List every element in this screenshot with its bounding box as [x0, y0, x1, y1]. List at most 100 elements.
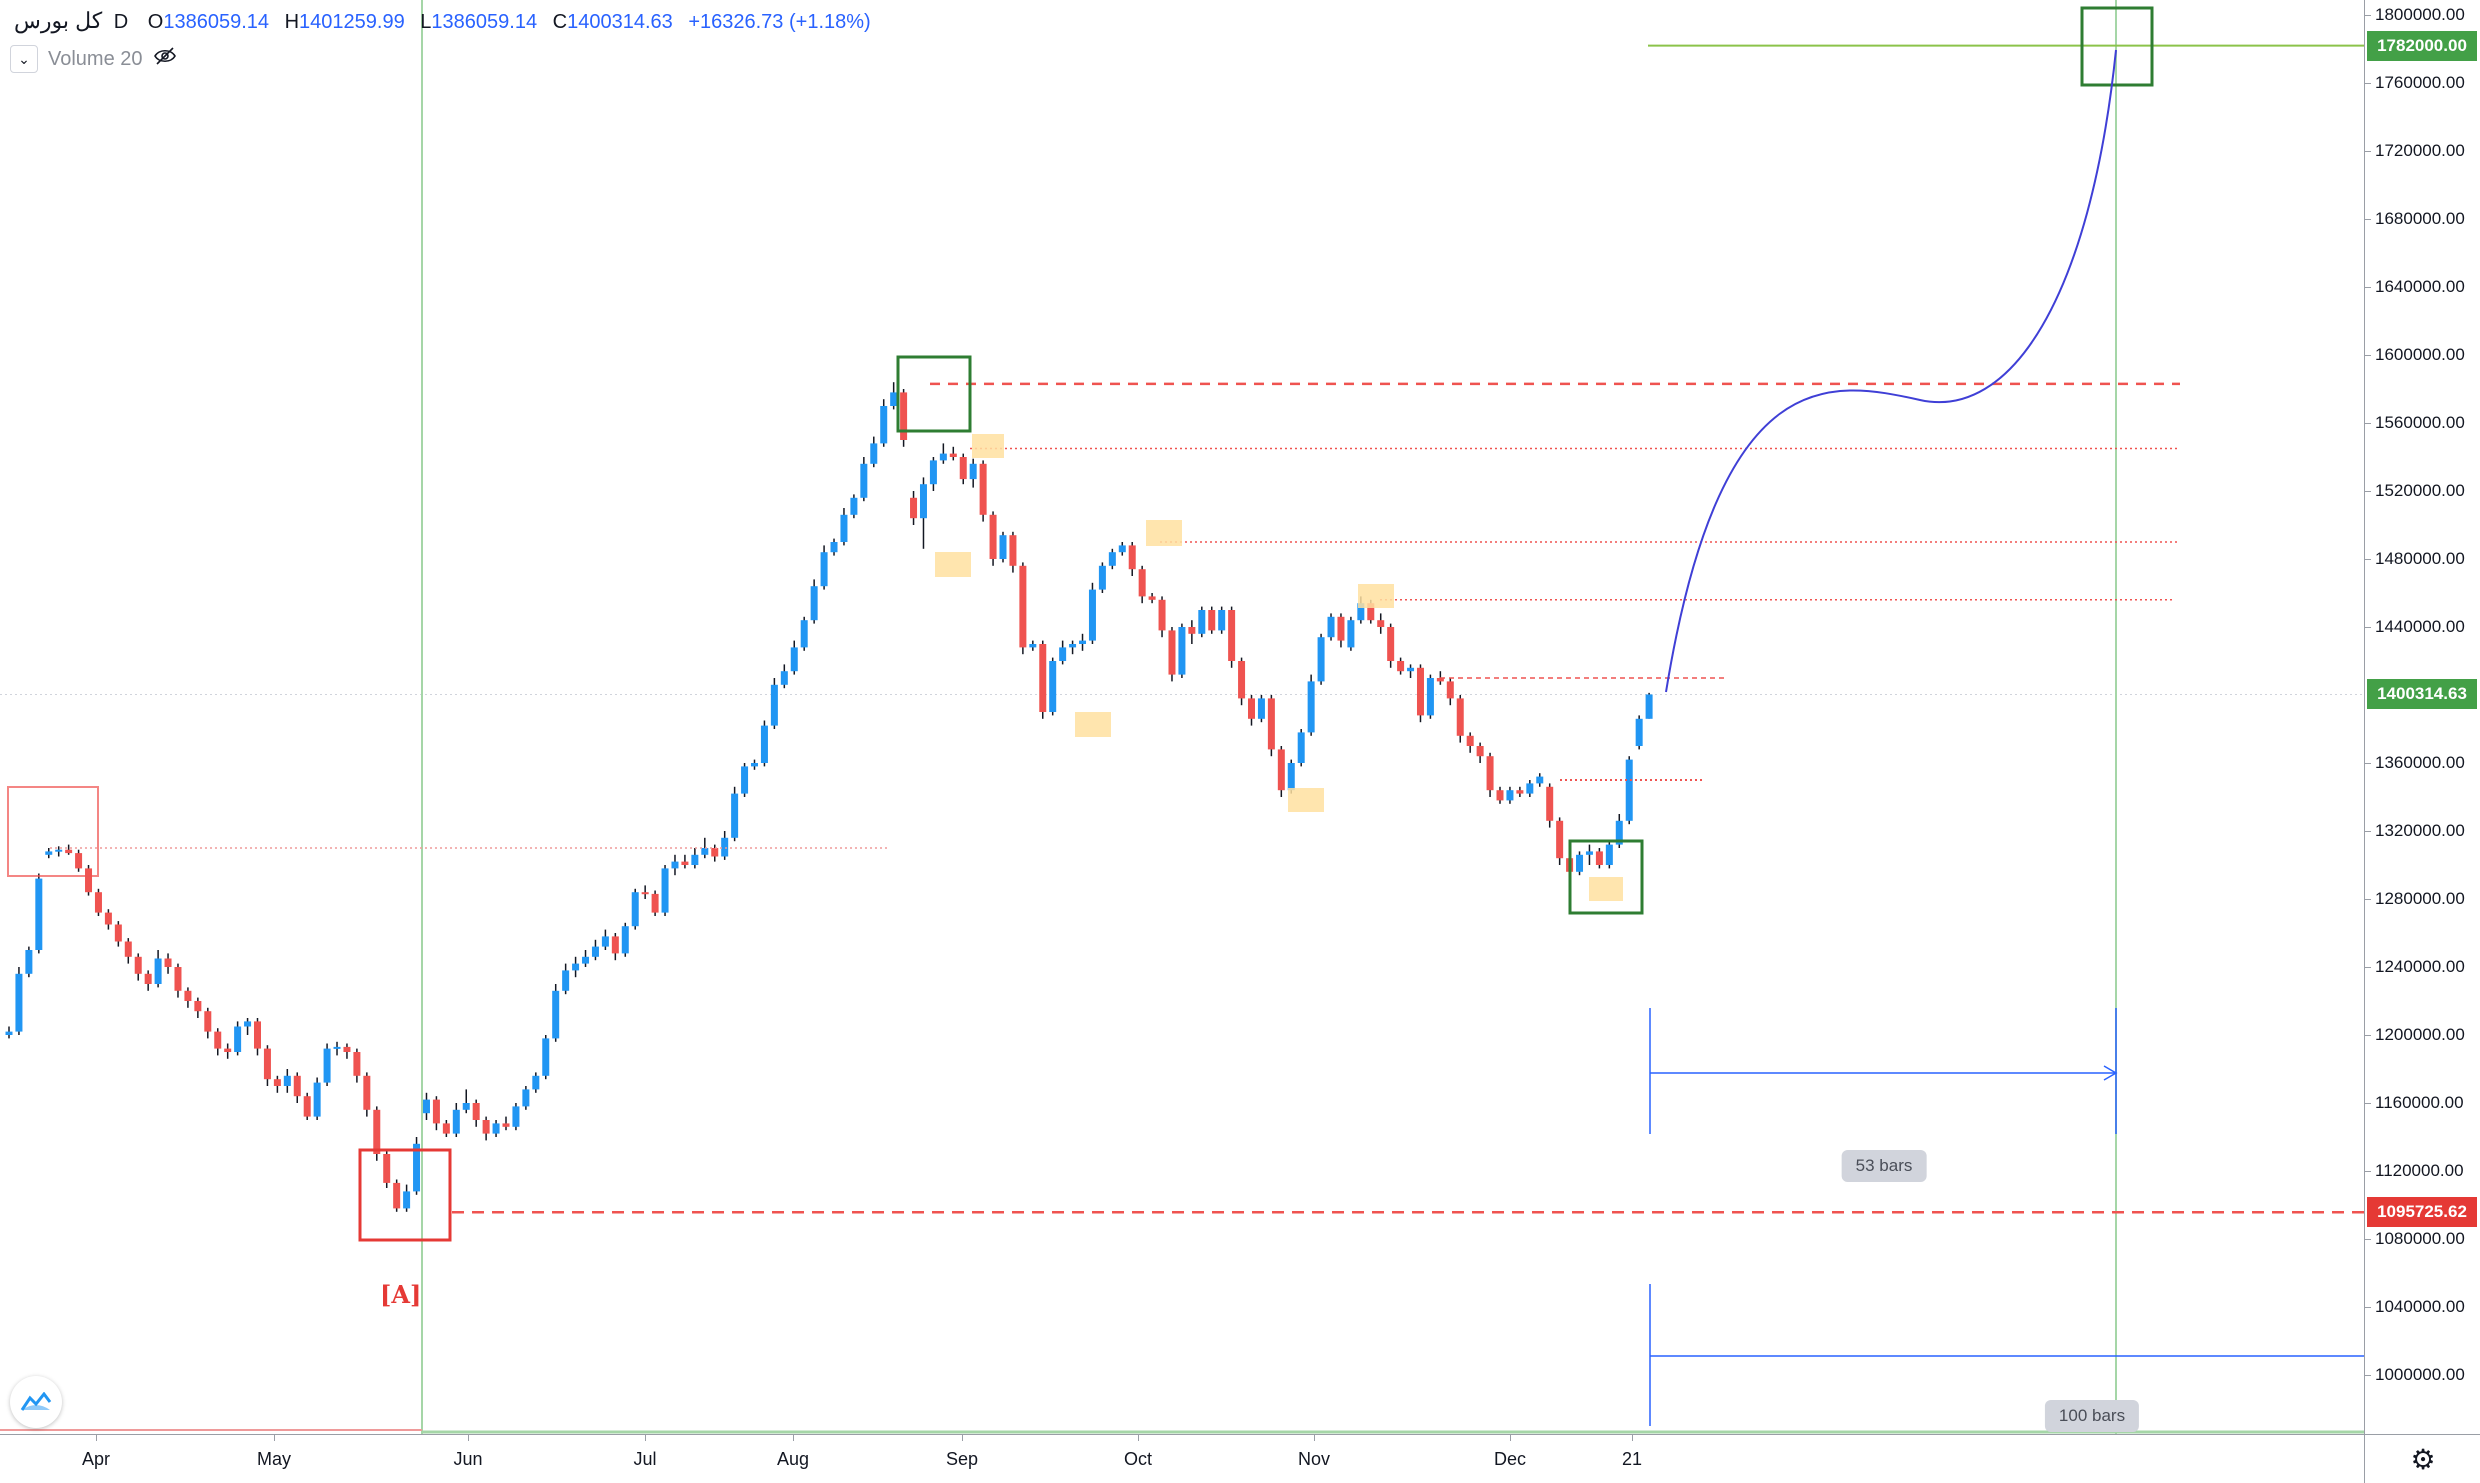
candle-down [1436, 678, 1444, 682]
volume-label[interactable]: Volume 20 [48, 47, 143, 70]
open-value: 1386059.14 [163, 11, 270, 33]
candle-up [969, 463, 977, 480]
volume-legend[interactable]: ⌄ Volume 20 [10, 44, 177, 74]
candle-up [721, 837, 729, 857]
candle-down [910, 497, 918, 519]
chevron-down-icon[interactable]: ⌄ [10, 45, 38, 73]
price-tick [2365, 559, 2371, 560]
price-scale[interactable]: 1800000.00 1760000.00 1720000.00 1680000.00… [2364, 0, 2480, 1434]
price-tick [2365, 219, 2371, 220]
price-label: 1120000.00 [2375, 1161, 2464, 1180]
price-tick [2365, 899, 2371, 900]
time-label: May [256, 1449, 292, 1469]
symbol-legend[interactable]: کل بورس D O1386059.14 H1401259.99 L13860… [14, 8, 881, 34]
candle-down [343, 1046, 351, 1052]
candle-up [1536, 776, 1544, 784]
candle-down [1476, 746, 1484, 757]
chart-settings-corner[interactable]: ⚙ [2364, 1434, 2480, 1483]
price-chart[interactable] [0, 0, 2364, 1434]
candle-down [1009, 535, 1017, 566]
candle-up [601, 936, 609, 947]
candle-down [949, 453, 957, 457]
time-label: Dec [1493, 1449, 1527, 1469]
price-label: 1280000.00 [2375, 889, 2465, 908]
time-scale[interactable]: Apr May Jun Jul Aug Sep Oct Nov Dec 21 [0, 1434, 2364, 1483]
candle-up [850, 497, 858, 515]
candle-up [413, 1143, 421, 1192]
price-label: 1640000.00 [2375, 277, 2465, 296]
candle-down [85, 868, 93, 893]
time-label: 21 [1621, 1449, 1643, 1469]
highlight-box [1288, 788, 1324, 812]
candle-down [611, 936, 619, 954]
candle-up [1307, 681, 1315, 733]
candle-down [1377, 620, 1385, 627]
symbol-name[interactable]: کل بورس [14, 8, 103, 33]
candle-down [1456, 698, 1464, 736]
price-tick [2365, 831, 2371, 832]
gear-icon[interactable]: ⚙ [2410, 1443, 2436, 1475]
candle-down [1158, 599, 1166, 631]
candle-up [1178, 627, 1186, 675]
candle-up [760, 725, 768, 763]
candle-up [999, 535, 1007, 559]
price-tick [2365, 423, 2371, 424]
price-label: 1160000.00 [2375, 1093, 2464, 1112]
price-tag: 1782000.00 [2367, 30, 2477, 61]
candle-up [1347, 620, 1355, 648]
candle-down [1168, 630, 1176, 675]
candle-up [572, 963, 580, 971]
candle-up [45, 851, 53, 855]
candle-down [432, 1099, 440, 1124]
candle-down [194, 1001, 202, 1012]
candle-down [114, 924, 122, 942]
price-label: 1040000.00 [2375, 1297, 2465, 1316]
highlight-box [1589, 877, 1623, 901]
price-label: 1200000.00 [2375, 1025, 2465, 1044]
candle-up [1576, 854, 1584, 872]
eye-crossed-icon[interactable] [153, 44, 177, 74]
projection-curve [1665, 49, 2117, 693]
candle-up [671, 861, 679, 869]
candle-up [621, 926, 629, 954]
time-tick [793, 1435, 794, 1441]
price-tick [2365, 1035, 2371, 1036]
candle-up [1526, 783, 1534, 794]
close-value: 1400314.63 [567, 11, 673, 33]
candle-down [134, 956, 142, 974]
candle-up [1645, 694, 1653, 719]
open-label: O [147, 11, 164, 33]
candle-up [522, 1089, 530, 1107]
candle-down [711, 848, 719, 857]
candle-down [1277, 749, 1285, 791]
candle-down [144, 973, 152, 984]
price-label: 1520000.00 [2375, 481, 2465, 500]
candle-down [1416, 667, 1424, 716]
candle-up [870, 443, 878, 464]
price-tick [2365, 355, 2371, 356]
candle-up [462, 1103, 470, 1110]
candle-down [1128, 545, 1136, 570]
candle-up [532, 1075, 540, 1090]
low-value: 1386059.14 [431, 11, 538, 33]
time-tick [1314, 1435, 1315, 1441]
interval-label[interactable]: D [113, 11, 129, 33]
candle-up [5, 1031, 13, 1035]
candle-up [1426, 678, 1434, 716]
candle-up [1118, 545, 1126, 553]
chart-pane[interactable]: کل بورس D O1386059.14 H1401259.99 L13860… [0, 0, 2364, 1434]
candle-up [890, 392, 898, 406]
candle-up [919, 484, 927, 519]
candle-up [1625, 759, 1633, 821]
time-tick [1510, 1435, 1511, 1441]
candle-down [1228, 610, 1236, 661]
candle-down [214, 1031, 222, 1049]
time-label: Apr [81, 1449, 111, 1469]
turn-box-bottom [1568, 839, 1644, 915]
tradingview-logo-icon[interactable] [10, 1376, 62, 1428]
candle-up [1069, 644, 1077, 648]
candle-down [65, 849, 73, 854]
candle-up [929, 460, 937, 485]
candle-up [631, 892, 639, 927]
candle-down [1446, 681, 1454, 699]
